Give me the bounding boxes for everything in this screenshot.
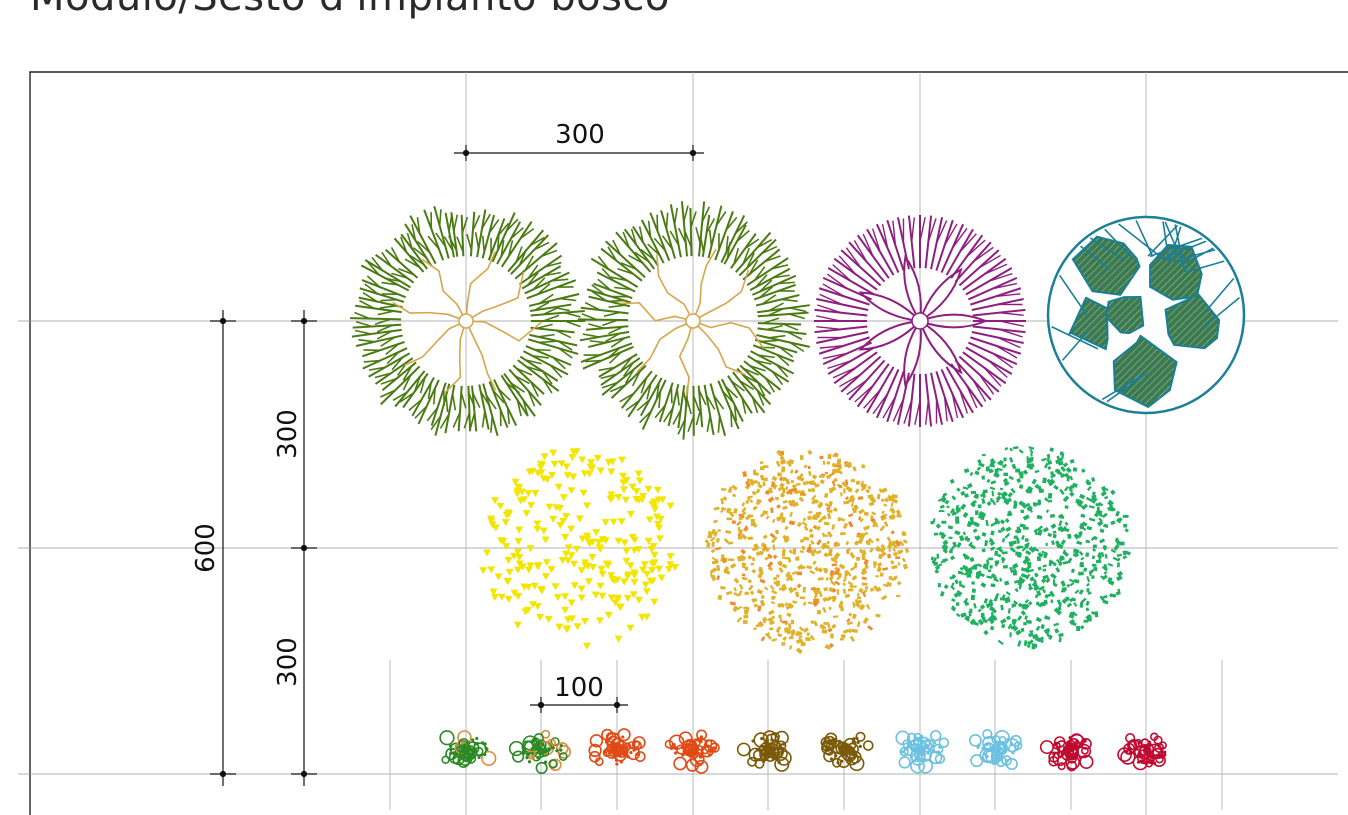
shrub-9 bbox=[1039, 733, 1094, 772]
grid-vertical bbox=[389, 72, 1223, 815]
shrub-6 bbox=[820, 731, 874, 772]
tree-green-tree-1 bbox=[350, 205, 586, 437]
plants-layer bbox=[350, 201, 1246, 774]
dimension-label-shrub-spacing: 100 bbox=[554, 673, 604, 703]
shrub-7 bbox=[895, 729, 950, 774]
dimension-total-depth bbox=[210, 310, 236, 786]
dimension-row-spacing bbox=[291, 310, 317, 786]
shrub-2 bbox=[508, 729, 572, 774]
shrub-8 bbox=[969, 729, 1023, 771]
dimension-label-tree-spacing: 300 bbox=[555, 120, 605, 150]
page-title: Modulo/Sesto d'impianto bosco bbox=[30, 0, 670, 20]
shrub-1 bbox=[439, 730, 497, 768]
dimension-label-row-spacing-upper: 300 bbox=[273, 409, 303, 459]
dimension-tree-spacing bbox=[454, 145, 704, 161]
tree-golden-tree bbox=[704, 449, 910, 655]
tree-teal-tree-4 bbox=[1046, 215, 1246, 415]
tree-yellow-tree bbox=[479, 448, 680, 650]
dimension-shrub-spacing bbox=[530, 697, 628, 713]
drawing-frame bbox=[29, 71, 1348, 815]
shrub-5 bbox=[736, 730, 792, 772]
tree-green-tree-2 bbox=[577, 201, 810, 440]
shrub-4 bbox=[664, 729, 720, 774]
tree-light-green-tree bbox=[930, 446, 1131, 650]
dimension-label-row-spacing-lower: 300 bbox=[273, 637, 303, 687]
shrub-3 bbox=[588, 728, 646, 767]
dimension-label-total-depth: 600 bbox=[191, 523, 221, 573]
shrub-10 bbox=[1117, 732, 1167, 771]
tree-purple-tree-3 bbox=[814, 215, 1026, 427]
